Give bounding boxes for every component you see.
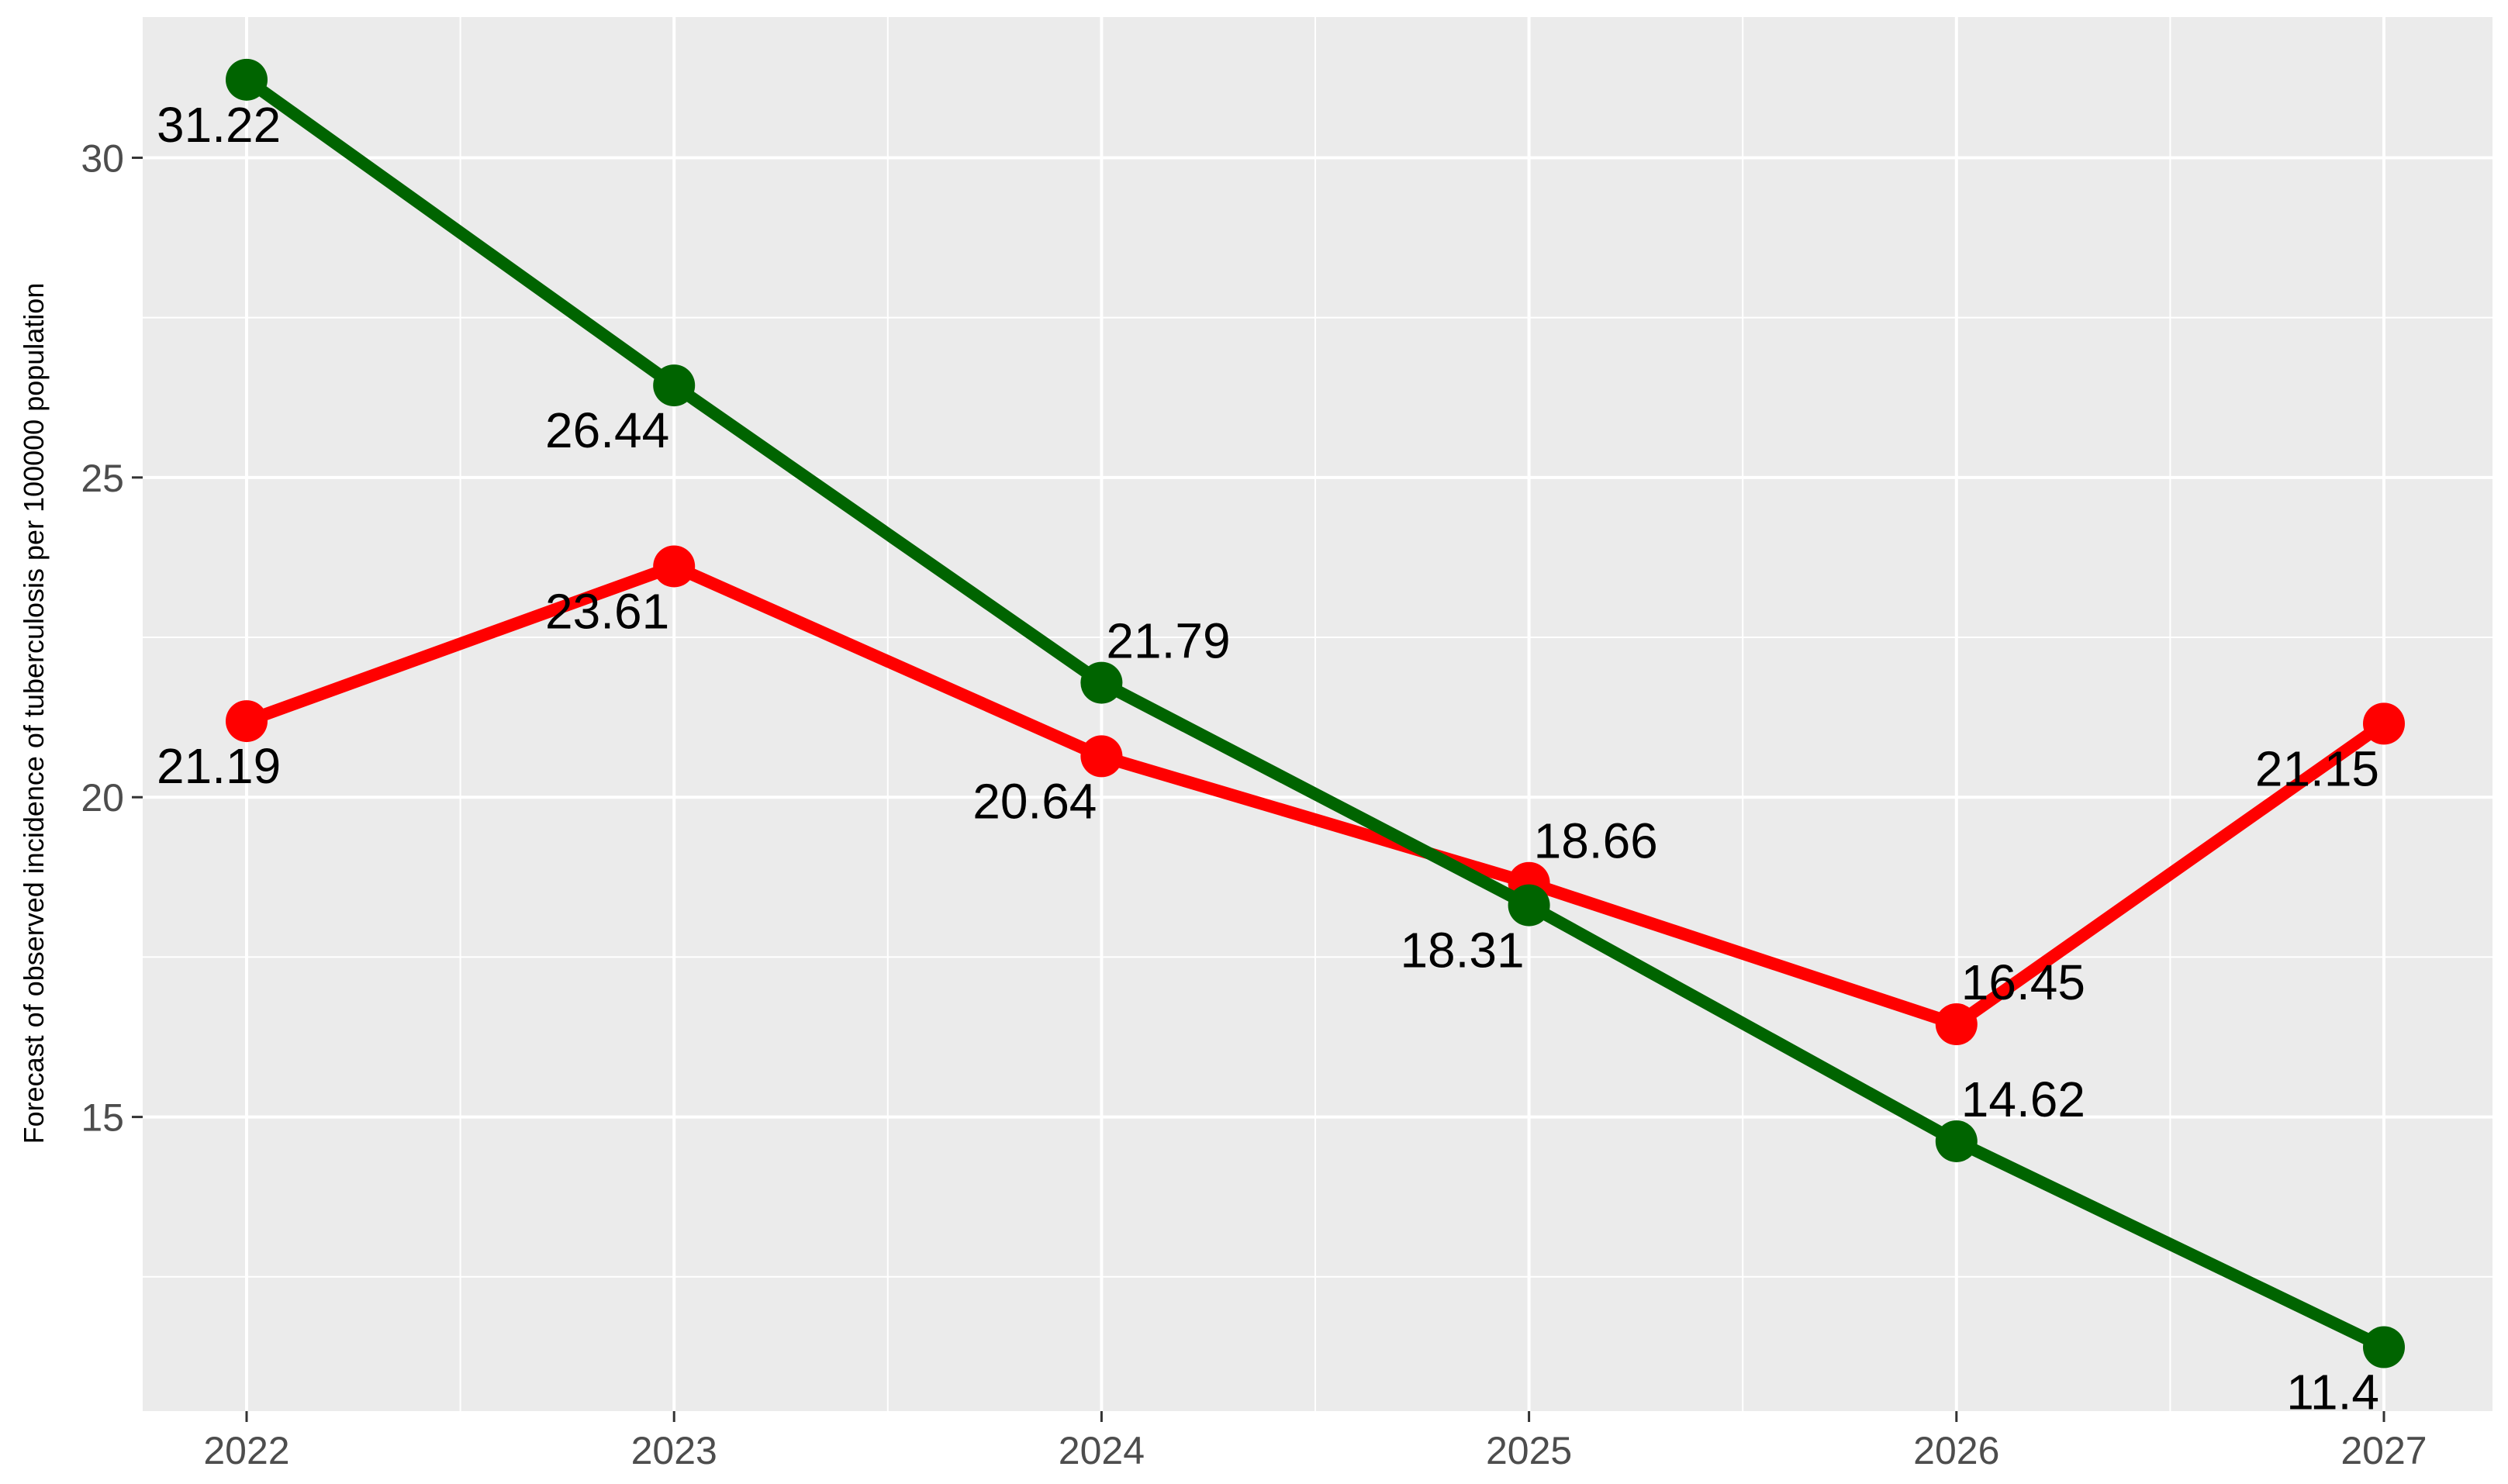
minor-gridlines [143, 17, 2492, 1411]
data-point [1080, 661, 1123, 704]
y-tick-label: 15 [81, 1096, 124, 1140]
x-tick-label: 2026 [1913, 1429, 1999, 1472]
x-tick-label: 2022 [203, 1429, 289, 1472]
data-point [1935, 1003, 1978, 1046]
data-point [1508, 884, 1550, 927]
series-1-labels: 31.22 26.44 21.79 18.31 14.62 11.4 [157, 97, 2379, 1420]
data-label: 21.79 [1106, 613, 1230, 669]
data-point [226, 58, 268, 101]
plot-panel [143, 17, 2492, 1411]
series-1 [226, 58, 2405, 1368]
series-0-labels: 21.19 23.61 20.64 18.66 16.45 21.15 [157, 583, 2379, 1010]
data-point [2363, 1326, 2405, 1368]
y-tick-label: 25 [81, 457, 124, 500]
data-label: 21.19 [157, 738, 281, 794]
data-point [653, 364, 696, 407]
series-layer: 21.19 23.61 20.64 18.66 16.45 21.15 31.22 26.44… [157, 58, 2405, 1420]
data-label: 18.66 [1534, 813, 1658, 869]
y-tick-label: 20 [81, 776, 124, 820]
x-tick-label: 2027 [2340, 1429, 2427, 1472]
data-label: 20.64 [972, 773, 1097, 829]
series-line [240, 560, 2390, 1031]
data-point [1935, 1120, 1978, 1162]
data-label: 14.62 [1961, 1072, 2085, 1127]
data-point [226, 700, 268, 743]
x-axis-ticks: 2022 2023 2024 2025 2026 2027 [203, 1411, 2427, 1472]
data-label: 11.4 [2286, 1365, 2379, 1420]
x-tick-label: 2023 [631, 1429, 717, 1472]
data-point [653, 545, 696, 588]
data-point [2363, 702, 2405, 745]
data-label: 23.61 [545, 583, 669, 639]
data-point [1080, 735, 1123, 778]
data-label: 16.45 [1961, 954, 2085, 1010]
x-tick-label: 2025 [1486, 1429, 1572, 1472]
data-label: 26.44 [545, 402, 669, 458]
data-label: 31.22 [157, 97, 281, 153]
y-axis-ticks: 15 20 25 30 [81, 136, 143, 1140]
x-tick-label: 2024 [1059, 1429, 1145, 1472]
data-label: 18.31 [1400, 923, 1524, 978]
data-label: 21.15 [2255, 740, 2379, 796]
y-axis-title: Forecast of observed incidence of tuberc… [18, 283, 50, 1144]
series-line [240, 73, 2390, 1354]
y-tick-label: 30 [81, 136, 124, 180]
